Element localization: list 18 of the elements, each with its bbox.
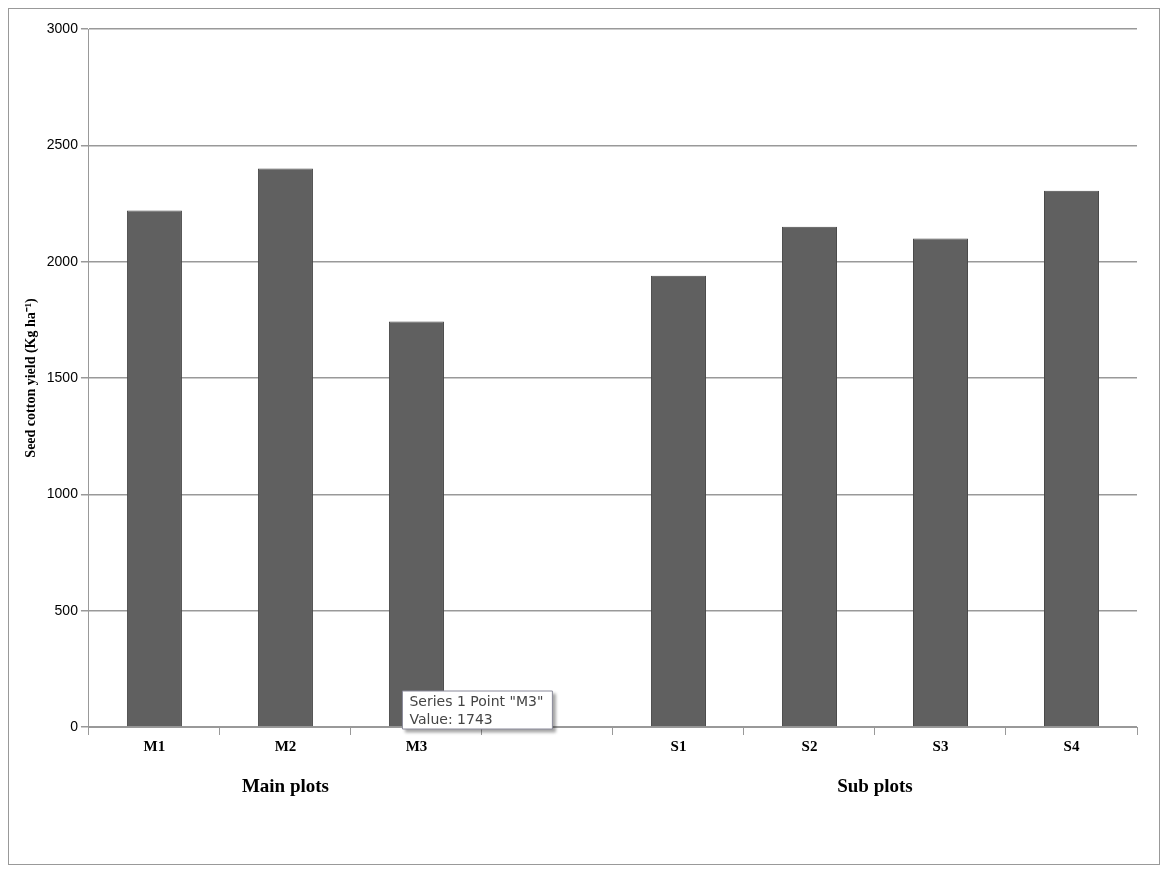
x-tick-label: S3: [932, 737, 949, 754]
text: Sub plots: [837, 774, 913, 796]
x-tick-label: M1: [143, 737, 166, 754]
y-axis-title: Seed cotton yield (Kg ha⁻¹): [23, 298, 40, 458]
y-tick-label: 2500: [46, 136, 79, 153]
y-tick-label: 1500: [46, 368, 79, 385]
y-tick-label: 500: [54, 601, 79, 618]
x-tick-label: S4: [1063, 737, 1080, 754]
x-tick-label: M3: [405, 737, 428, 754]
y-tick-label: 3000: [46, 19, 79, 36]
x-tick-label: S1: [670, 737, 687, 754]
annotation: Series 1 Point "M3" Value: 1743: [409, 692, 544, 727]
y-tick-label: 2000: [46, 252, 79, 269]
x-tick-label: S2: [801, 737, 818, 754]
text: Main plots: [241, 774, 330, 796]
y-tick-label: 0: [70, 717, 79, 734]
y-tick-label: 1000: [46, 485, 79, 502]
x-tick-label: M2: [274, 737, 297, 754]
